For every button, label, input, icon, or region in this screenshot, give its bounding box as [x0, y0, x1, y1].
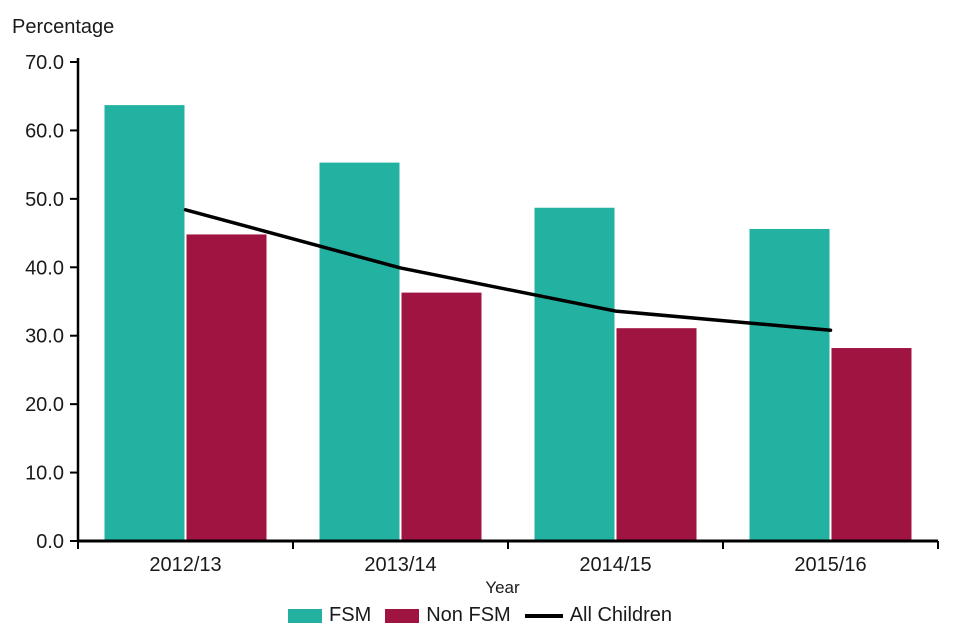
line-swatch-icon — [524, 613, 563, 618]
y-tick-label: 30.0 — [25, 326, 64, 348]
y-tick-label: 70.0 — [25, 52, 64, 74]
y-tick-label: 20.0 — [25, 394, 64, 416]
legend-item-fsm: FSM — [288, 604, 371, 627]
y-tick-label: 50.0 — [25, 189, 64, 211]
nonfsm-swatch-icon — [385, 608, 420, 623]
bar-non-fsm-0 — [186, 234, 267, 541]
bar-non-fsm-1 — [401, 292, 482, 541]
y-tick-label: 0.0 — [36, 531, 64, 553]
chart-legend: FSM Non FSM All Children — [0, 604, 960, 627]
legend-label-nonfsm: Non FSM — [426, 604, 511, 626]
legend-label-allchildren: All Children — [569, 604, 672, 626]
bar-fsm-3 — [749, 228, 830, 542]
x-category-label: 2015/16 — [794, 554, 866, 576]
y-tick-label: 10.0 — [25, 463, 64, 485]
y-tick-label: 40.0 — [25, 257, 64, 279]
x-category-label: 2014/15 — [579, 554, 651, 576]
bar-fsm-0 — [104, 105, 185, 542]
bar-non-fsm-3 — [831, 348, 912, 541]
legend-item-nonfsm: Non FSM — [385, 604, 511, 627]
line-all-children — [183, 208, 833, 332]
legend-label-fsm: FSM — [329, 604, 372, 626]
y-axis-title: Percentage — [12, 16, 115, 38]
bar-fsm-2 — [534, 207, 615, 541]
bar-fsm-1 — [319, 162, 400, 541]
fsm-swatch-icon — [288, 608, 323, 623]
bar-non-fsm-2 — [616, 328, 697, 541]
legend-item-allchildren: All Children — [524, 604, 672, 627]
x-category-label: 2012/13 — [149, 554, 221, 576]
x-axis-title: Year — [485, 578, 520, 597]
y-tick-label: 60.0 — [25, 120, 64, 142]
x-category-label: 2013/14 — [364, 554, 436, 576]
